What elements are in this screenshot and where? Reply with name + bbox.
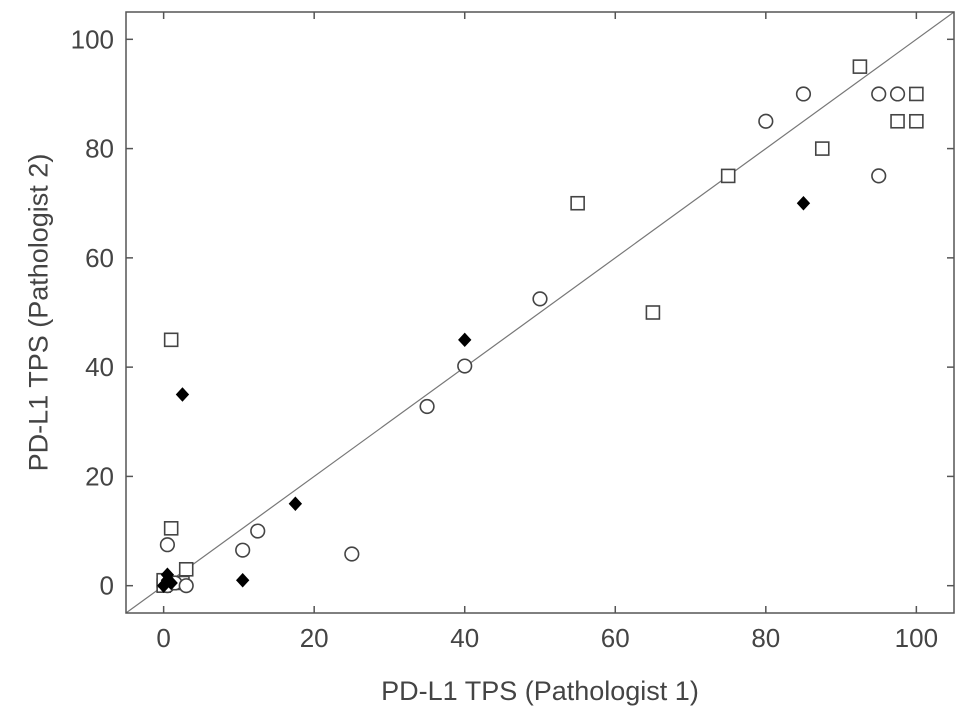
plot-frame (125, 11, 955, 614)
x-tick-label: 40 (450, 623, 479, 653)
y-tick-label: 60 (85, 243, 114, 273)
y-tick-label: 40 (85, 352, 114, 382)
data-points-group (156, 59, 924, 594)
data-point-diamond (458, 332, 472, 348)
data-point-circle (457, 358, 473, 374)
x-axis-title: PD-L1 TPS (Pathologist 1) (381, 676, 699, 706)
reference-line-group (125, 11, 955, 614)
data-point-diamond (175, 387, 190, 402)
x-tick-label: 100 (895, 623, 938, 653)
data-point-circle (419, 398, 435, 415)
data-point-square (909, 86, 924, 102)
data-point-square (852, 59, 868, 74)
data-point-square (720, 168, 736, 184)
data-point-square (570, 195, 585, 211)
x-tick-label: 0 (156, 623, 170, 653)
data-point-circle (159, 537, 175, 553)
ticks-group: 0 20 40 60 80 100 0 20 40 60 80 100 (71, 12, 954, 653)
data-point-circle (235, 542, 251, 558)
x-tick-label: 80 (751, 623, 780, 653)
data-point-circle (178, 578, 194, 594)
data-point-circle (250, 523, 266, 539)
data-point-circle (795, 86, 812, 102)
y-tick-label: 20 (85, 461, 114, 491)
data-point-square (178, 561, 194, 577)
data-point-square (163, 521, 179, 536)
x-tick-label: 60 (601, 623, 630, 653)
data-point-square (890, 113, 905, 129)
data-point-diamond (160, 567, 175, 582)
data-point-diamond (235, 572, 250, 588)
data-point-circle (871, 86, 887, 102)
data-point-square (645, 305, 661, 320)
data-point-circle (532, 291, 548, 307)
data-point-circle (889, 86, 906, 102)
data-point-circle (871, 168, 887, 184)
data-point-diamond (288, 496, 303, 511)
data-point-square (163, 332, 179, 348)
data-point-square (909, 113, 924, 129)
data-point-circle (758, 113, 774, 129)
x-tick-label: 20 (300, 623, 329, 653)
identity-line (125, 11, 955, 614)
y-tick-label: 80 (85, 134, 114, 164)
y-axis-title: PD-L1 TPS (Pathologist 2) (23, 154, 53, 472)
y-tick-label: 0 (100, 571, 114, 601)
data-point-circle (344, 546, 360, 562)
data-point-diamond (796, 195, 811, 211)
plot-frame-group (125, 11, 955, 614)
y-tick-label: 100 (71, 24, 114, 54)
data-point-square (814, 141, 830, 156)
